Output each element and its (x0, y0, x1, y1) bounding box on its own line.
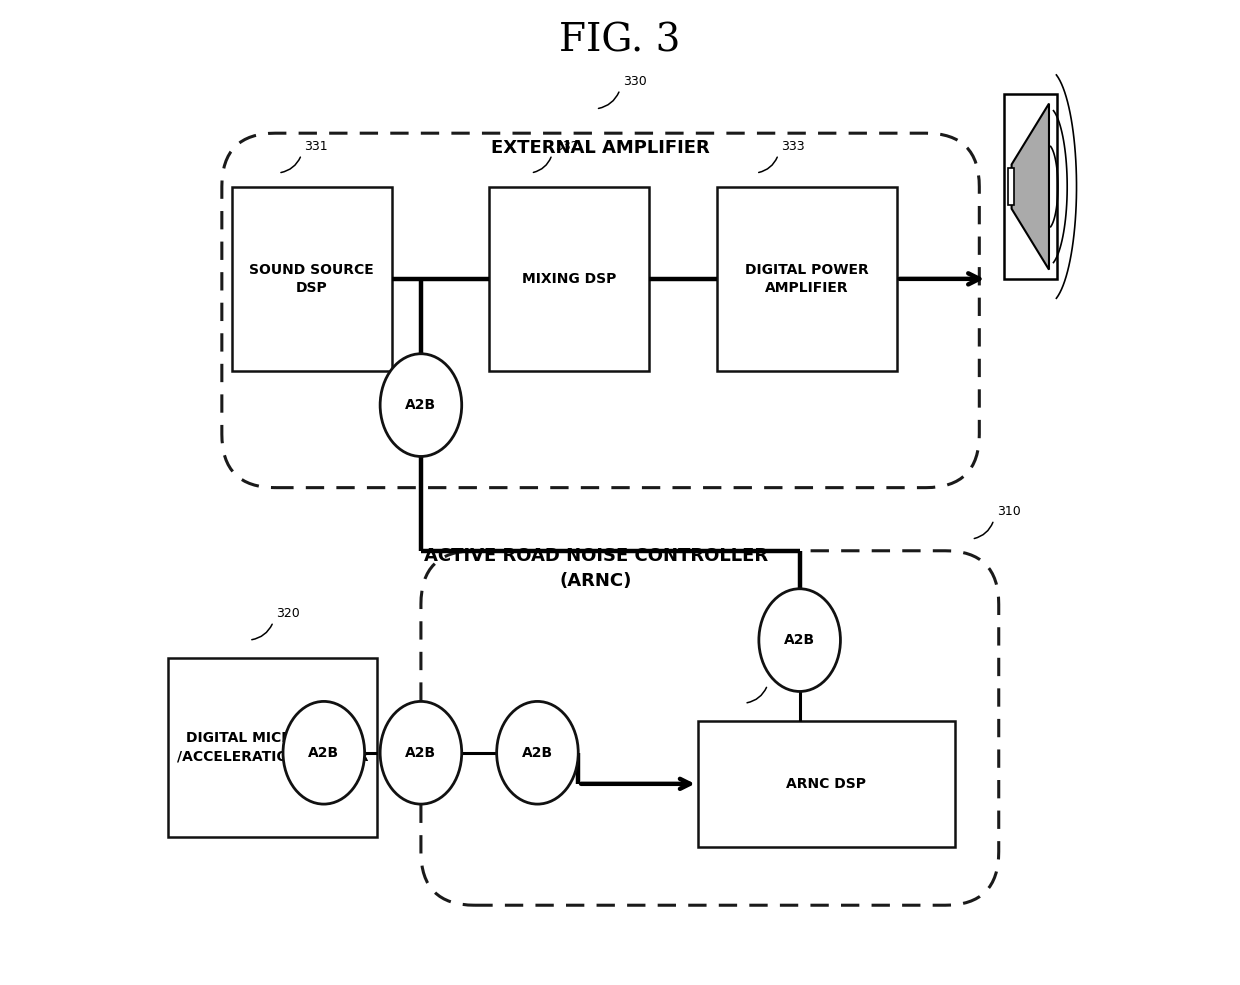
Text: 311: 311 (770, 670, 794, 683)
Text: MIXING DSP: MIXING DSP (522, 272, 616, 286)
Bar (698, 721, 955, 847)
Text: FIG. 3: FIG. 3 (559, 23, 681, 59)
Ellipse shape (283, 701, 365, 804)
Bar (1008, 168, 1014, 205)
Bar (489, 186, 649, 371)
Polygon shape (1012, 103, 1049, 270)
Text: 320: 320 (277, 607, 300, 620)
Ellipse shape (381, 701, 461, 804)
Text: 332: 332 (556, 140, 579, 153)
Text: SOUND SOURCE
DSP: SOUND SOURCE DSP (249, 263, 374, 296)
Text: A2B: A2B (784, 633, 815, 647)
Text: A2B: A2B (405, 746, 436, 759)
Bar (169, 658, 377, 837)
Text: A2B: A2B (405, 398, 436, 412)
Bar (232, 186, 392, 371)
Text: ACTIVE ROAD NOISE CONTROLLER
(ARNC): ACTIVE ROAD NOISE CONTROLLER (ARNC) (424, 547, 768, 590)
Text: A2B: A2B (309, 746, 340, 759)
Text: 331: 331 (304, 140, 329, 153)
Ellipse shape (381, 354, 461, 456)
Ellipse shape (759, 589, 841, 691)
Ellipse shape (497, 701, 578, 804)
Text: 333: 333 (781, 140, 805, 153)
Text: ARNC DSP: ARNC DSP (786, 777, 867, 791)
Text: DIGITAL POWER
AMPLIFIER: DIGITAL POWER AMPLIFIER (745, 263, 869, 296)
Text: DIGITAL MICROPHONE
/ACCELERATION SENSOR: DIGITAL MICROPHONE /ACCELERATION SENSOR (177, 731, 368, 763)
Text: 310: 310 (997, 504, 1021, 518)
Text: A2B: A2B (522, 746, 553, 759)
Bar (717, 186, 897, 371)
Text: EXTERNAL AMPLIFIER: EXTERNAL AMPLIFIER (491, 140, 711, 158)
Text: 330: 330 (622, 75, 647, 88)
Bar (1003, 95, 1056, 279)
